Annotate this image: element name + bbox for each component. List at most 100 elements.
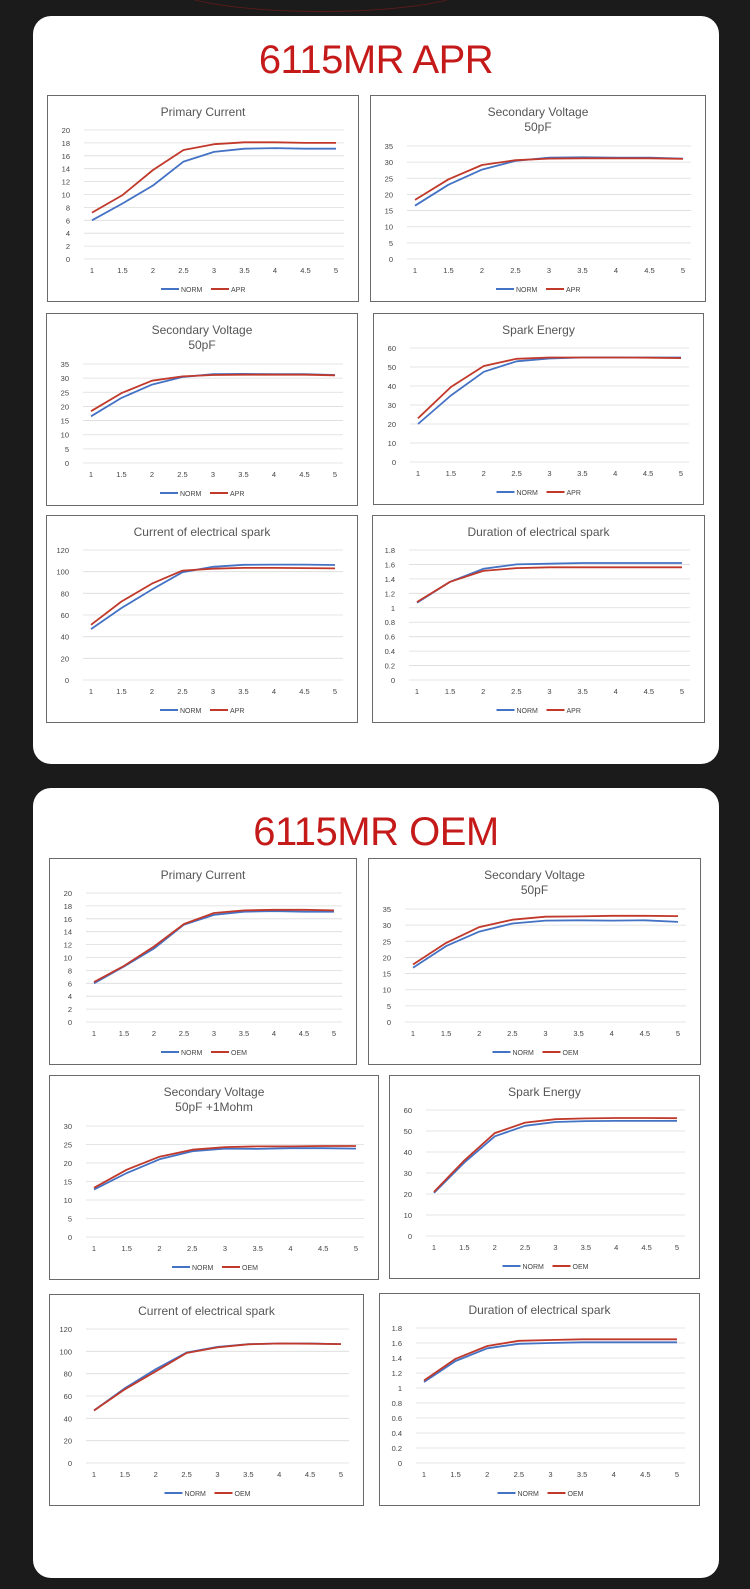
x-tick-label: 2.5: [179, 1029, 189, 1038]
x-tick-label: 3.5: [253, 1244, 263, 1253]
y-tick-label: 30: [64, 1122, 72, 1131]
y-tick-label: 5: [68, 1215, 72, 1224]
section-title: 6115MR OEM: [253, 810, 499, 854]
series-line-oem: [433, 1117, 678, 1193]
x-tick-label: 2: [477, 1029, 481, 1038]
x-tick-label: 5: [681, 266, 685, 275]
y-tick-label: 120: [59, 1325, 72, 1334]
y-tick-label: 20: [62, 126, 70, 135]
x-tick-label: 5: [333, 470, 337, 479]
series-line-norm: [90, 373, 336, 418]
x-tick-label: 5: [680, 687, 684, 696]
legend-label: NORM: [518, 1491, 540, 1498]
x-tick-label: 5: [676, 1029, 680, 1038]
x-tick-label: 5: [675, 1243, 679, 1252]
y-tick-label: 6: [66, 216, 70, 225]
y-tick-label: 0: [392, 458, 396, 467]
y-tick-label: 60: [404, 1106, 412, 1115]
legend-label: OEM: [235, 1491, 251, 1498]
series-line-norm: [93, 1342, 342, 1412]
x-tick-label: 4: [612, 1470, 616, 1479]
y-tick-label: 35: [385, 142, 393, 151]
x-tick-label: 1.5: [450, 1470, 460, 1479]
y-tick-label: 25: [61, 388, 69, 397]
y-tick-label: 25: [385, 174, 393, 183]
x-tick-label: 2.5: [178, 266, 188, 275]
y-tick-label: 0: [391, 676, 395, 685]
legend-label: APR: [230, 491, 244, 498]
series-line-apr: [90, 373, 336, 412]
y-tick-label: 10: [388, 439, 396, 448]
y-tick-label: 0.2: [392, 1444, 402, 1453]
legend-label: NORM: [181, 287, 203, 294]
x-tick-label: 1: [416, 469, 420, 478]
x-tick-label: 1.5: [120, 1470, 130, 1479]
legend-label: APR: [230, 708, 244, 715]
y-tick-label: 0.2: [385, 662, 395, 671]
chart-title: Secondary Voltage: [152, 323, 253, 337]
x-tick-label: 4.5: [641, 1243, 651, 1252]
x-tick-label: 2: [157, 1244, 161, 1253]
x-tick-label: 1.5: [445, 687, 455, 696]
x-tick-label: 4.5: [299, 1029, 309, 1038]
legend-label: OEM: [242, 1265, 258, 1272]
series-line-oem: [93, 1342, 342, 1412]
y-tick-label: 0: [66, 255, 70, 264]
x-tick-label: 3.5: [238, 470, 248, 479]
x-tick-label: 3: [215, 1470, 219, 1479]
chart-spark-duration-apr: Duration of electrical spark 0 0.2 0.4 0.6 0.…: [372, 515, 705, 723]
x-tick-label: 1.5: [443, 266, 453, 275]
y-tick-label: 0.8: [392, 1399, 402, 1408]
x-tick-label: 4: [613, 469, 617, 478]
y-tick-label: 100: [59, 1347, 72, 1356]
y-tick-label: 30: [404, 1169, 412, 1178]
y-tick-label: 0: [387, 1018, 391, 1027]
x-tick-label: 2.5: [177, 470, 187, 479]
x-tick-label: 3.5: [577, 1470, 587, 1479]
x-tick-label: 3.5: [577, 687, 587, 696]
y-tick-label: 35: [61, 360, 69, 369]
x-tick-label: 2: [482, 469, 486, 478]
x-tick-label: 3.5: [577, 469, 587, 478]
series-line-norm: [417, 356, 681, 425]
legend-label: OEM: [231, 1050, 247, 1057]
y-tick-label: 20: [383, 953, 391, 962]
x-tick-label: 1: [92, 1470, 96, 1479]
x-tick-label: 1.5: [119, 1029, 129, 1038]
y-tick-label: 18: [64, 902, 72, 911]
x-tick-label: 2.5: [507, 1029, 517, 1038]
x-tick-label: 1.5: [459, 1243, 469, 1252]
y-tick-label: 8: [66, 203, 70, 212]
y-tick-label: 10: [64, 1196, 72, 1205]
legend-label: APR: [566, 287, 580, 294]
series-line-apr: [417, 356, 682, 419]
x-tick-label: 5: [334, 266, 338, 275]
x-tick-label: 4: [272, 1029, 276, 1038]
legend-label: NORM: [181, 1050, 203, 1057]
x-tick-label: 4: [273, 266, 277, 275]
x-tick-label: 3: [211, 687, 215, 696]
chart-title: Spark Energy: [502, 323, 575, 337]
y-tick-label: 20: [404, 1190, 412, 1199]
chart-title: Current of electrical spark: [134, 525, 272, 539]
chart-subtitle: 50pF: [524, 120, 551, 134]
x-tick-label: 3: [547, 687, 551, 696]
x-tick-label: 1: [415, 687, 419, 696]
x-tick-label: 2: [480, 266, 484, 275]
x-tick-label: 4.5: [640, 1470, 650, 1479]
series-line-norm: [90, 563, 336, 630]
chart-svg: Spark Energy 0 10 20 30 40 50 60 1 1.5 2 2.5 3 3.5 4 4.…: [388, 323, 689, 497]
y-tick-label: 1: [398, 1384, 402, 1393]
x-tick-label: 5: [675, 1470, 679, 1479]
chart-title: Secondary Voltage: [488, 105, 589, 119]
x-tick-label: 3.5: [239, 266, 249, 275]
chart-svg: Spark Energy 0 10 20 30 40 50 60 1 1.5 2 2.5 3 3.5 4 4.…: [404, 1085, 685, 1271]
y-tick-label: 1.2: [385, 589, 395, 598]
y-tick-label: 1.4: [392, 1354, 402, 1363]
series-line-norm: [93, 1147, 357, 1191]
y-tick-label: 10: [404, 1211, 412, 1220]
x-tick-label: 2: [154, 1470, 158, 1479]
chart-secondary-voltage-1mohm-oem: Secondary Voltage 50pF +1Mohm 0 5 10 15 20 25 30…: [49, 1075, 379, 1280]
